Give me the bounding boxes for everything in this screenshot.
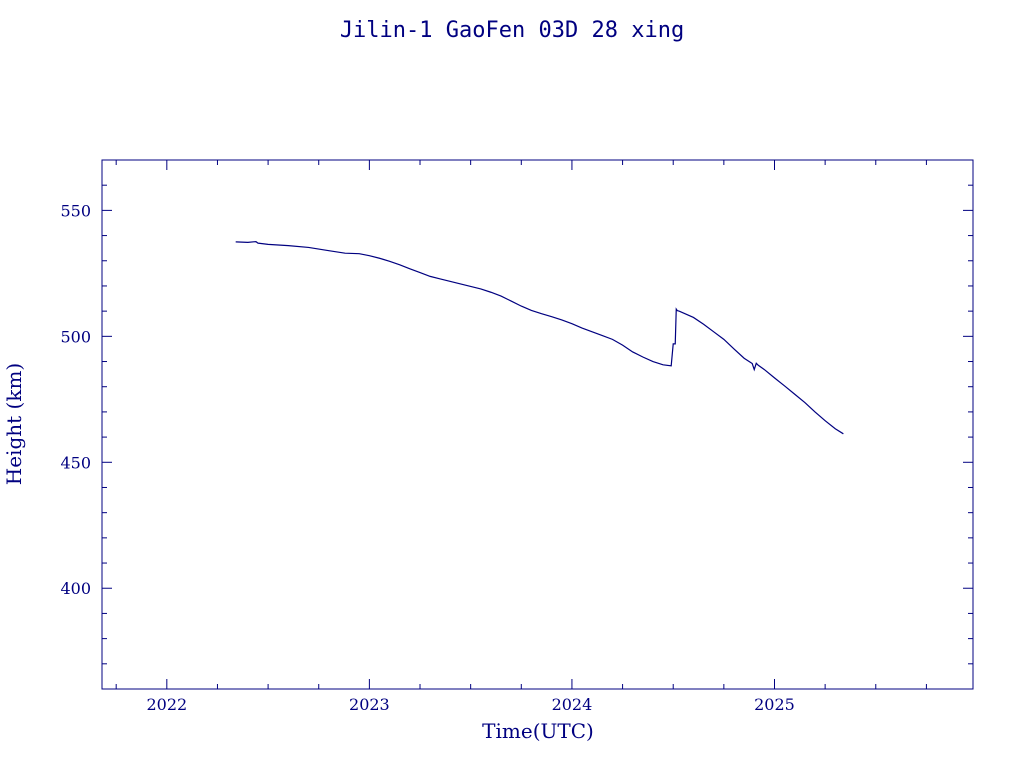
y-axis-label: Height (km) xyxy=(2,363,26,485)
x-tick-label: 2025 xyxy=(754,695,795,714)
x-tick-label: 2023 xyxy=(349,695,390,714)
x-tick-label: 2022 xyxy=(146,695,187,714)
x-axis-label: Time(UTC) xyxy=(482,719,594,743)
series-line-height xyxy=(235,241,844,435)
chart-title: Jilin-1 GaoFen 03D 28 xing xyxy=(340,18,684,43)
y-tick-label: 550 xyxy=(60,201,91,220)
y-tick-label: 500 xyxy=(60,327,91,346)
tick-labels: 2022 2023 2024 2025 400 450 500 550 xyxy=(60,201,794,714)
y-tick-label: 400 xyxy=(60,579,91,598)
plot-frame xyxy=(101,159,974,690)
axis-ticks xyxy=(102,159,973,690)
y-tick-label: 450 xyxy=(60,453,91,472)
x-tick-label: 2024 xyxy=(552,695,593,714)
